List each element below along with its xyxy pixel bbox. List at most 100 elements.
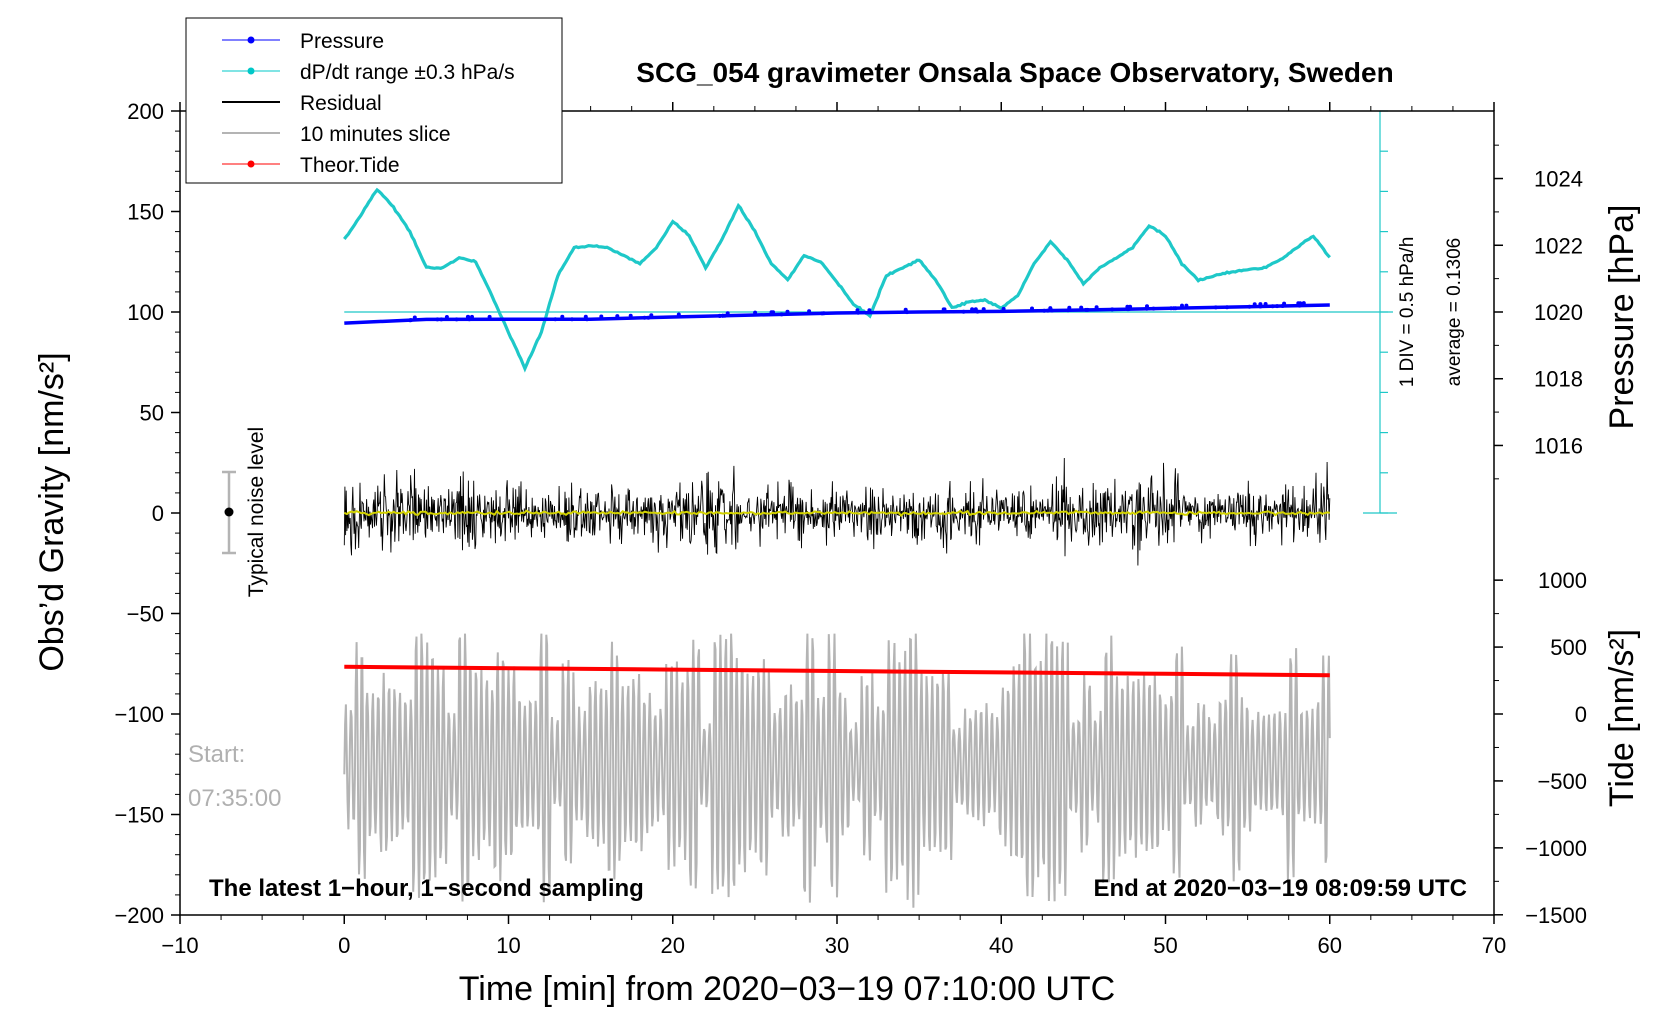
pressure-tick-label: 1022 <box>1534 233 1583 258</box>
pressure-point <box>1045 308 1050 313</box>
typical-noise-label: Typical noise level <box>245 427 268 597</box>
pressure-point <box>465 314 470 319</box>
pressure-point <box>1050 308 1054 313</box>
pressure-point <box>646 315 651 320</box>
pressure-point <box>1247 304 1252 309</box>
y-tick-label: 150 <box>127 200 164 225</box>
x-tick-label: 20 <box>661 933 685 958</box>
pressure-point <box>1252 302 1257 307</box>
pressure-point <box>769 310 774 315</box>
pressure-point <box>1280 304 1285 308</box>
pressure-point <box>821 311 826 316</box>
x-axis-title: Time [min] from 2020−03−19 07:10:00 UTC <box>459 970 1115 1008</box>
pressure-point <box>1225 305 1229 310</box>
pressure-tick-label: 1020 <box>1534 300 1583 325</box>
legend-label-tide: Theor.Tide <box>300 154 400 177</box>
legend-marker-pressure <box>247 36 255 44</box>
pressure-point <box>1030 306 1034 311</box>
pressure-point <box>981 307 986 312</box>
pressure-point <box>1258 304 1263 309</box>
pressure-point <box>867 308 872 313</box>
pressure-point <box>454 317 459 322</box>
pressure-point <box>408 318 413 323</box>
y-tick-label: −100 <box>114 702 164 727</box>
dpdt-line <box>343 187 1331 373</box>
pressure-point <box>1084 307 1088 312</box>
y-tick-label: 50 <box>140 401 164 426</box>
pressure-point <box>720 313 725 318</box>
typical-noise-bar <box>222 470 236 555</box>
pressure-point <box>785 309 790 314</box>
tide-tick-label: −1000 <box>1525 836 1587 861</box>
legend-item-dpdt: dP/dt range ±0.3 hPa/s <box>222 61 515 84</box>
chart-title: SCG_054 gravimeter Onsala Space Observat… <box>636 57 1393 88</box>
pressure-point <box>470 314 474 319</box>
div-scale-label: 1 DIV = 0.5 hPa/h <box>1397 237 1418 388</box>
pressure-axis-ticks: 1024 1022 1020 1018 1016 <box>1494 144 1583 480</box>
x-tick-label: 10 <box>496 933 520 958</box>
y-tick-label: 200 <box>127 99 164 124</box>
residual-smoothed-line <box>343 509 1330 518</box>
pressure-tick-label: 1024 <box>1534 167 1583 192</box>
pressure-point <box>1125 304 1130 309</box>
legend-label-slice: 10 minutes slice <box>300 123 451 146</box>
pressure-point <box>717 313 722 318</box>
pressure-point <box>560 314 565 319</box>
end-time-note: End at 2020−03−19 08:09:59 UTC <box>1093 875 1467 902</box>
pressure-point <box>1169 306 1174 311</box>
pressure-point <box>942 307 947 312</box>
pressure-point <box>1042 308 1047 313</box>
pressure-point <box>1213 305 1218 310</box>
pressure-point <box>807 309 812 314</box>
pressure-point <box>435 317 440 322</box>
pressure-point <box>961 309 966 314</box>
pressure-point <box>1296 301 1301 306</box>
pressure-point <box>599 314 604 319</box>
pressure-tick-label: 1018 <box>1534 367 1583 392</box>
pressure-point <box>1079 305 1084 310</box>
x-tick-label: 50 <box>1153 933 1177 958</box>
x-tick-label: −10 <box>161 933 198 958</box>
y-tick-label: 100 <box>127 300 164 325</box>
dpdt-series <box>343 187 1331 373</box>
pressure-point <box>676 312 681 317</box>
pressure-axis-title: Pressure [hPa] <box>1603 205 1641 430</box>
x-tick-label: 0 <box>338 933 350 958</box>
pressure-series <box>344 301 1393 325</box>
tide-tick-label: −1500 <box>1525 903 1587 928</box>
pressure-point <box>1144 306 1149 311</box>
latest-sampling-note: The latest 1−hour, 1−second sampling <box>209 875 644 902</box>
legend-label-residual: Residual <box>300 92 382 115</box>
y-axis-ticks: 200 150 100 50 0 −50 −100 −150 −200 <box>114 99 180 928</box>
pressure-point <box>1270 304 1275 309</box>
y-tick-label: −150 <box>114 803 164 828</box>
tide-tick-label: 0 <box>1575 702 1587 727</box>
tide-tick-label: 1000 <box>1538 568 1587 593</box>
x-tick-label: 30 <box>825 933 849 958</box>
pressure-point <box>487 314 492 319</box>
legend-label-pressure: Pressure <box>300 30 384 53</box>
pressure-point <box>412 315 417 320</box>
y-tick-label: 0 <box>152 501 164 526</box>
pressure-point <box>1275 304 1280 309</box>
pressure-point <box>583 314 588 319</box>
pressure-point <box>1180 303 1184 308</box>
legend-item-slice: 10 minutes slice <box>222 123 451 146</box>
pressure-point <box>439 317 444 322</box>
pressure-point <box>1151 306 1156 311</box>
tide-tick-label: −500 <box>1537 769 1587 794</box>
pressure-point <box>444 315 449 319</box>
pressure-point <box>1184 303 1189 308</box>
legend-marker-tide <box>247 160 255 168</box>
pressure-point <box>903 307 908 312</box>
tide-axis-ticks: 1000 500 0 −500 −1000 −1500 <box>1494 568 1587 928</box>
start-label: Start: <box>188 741 245 768</box>
pressure-point <box>1001 306 1006 311</box>
x-tick-label: 40 <box>989 933 1013 958</box>
start-time: 07:35:00 <box>188 785 281 812</box>
y-tick-label: −50 <box>127 602 164 627</box>
legend-item-pressure: Pressure <box>222 30 384 53</box>
x-axis-ticks: −10 0 10 20 30 40 50 60 70 <box>161 102 1506 958</box>
pressure-point <box>553 317 558 322</box>
